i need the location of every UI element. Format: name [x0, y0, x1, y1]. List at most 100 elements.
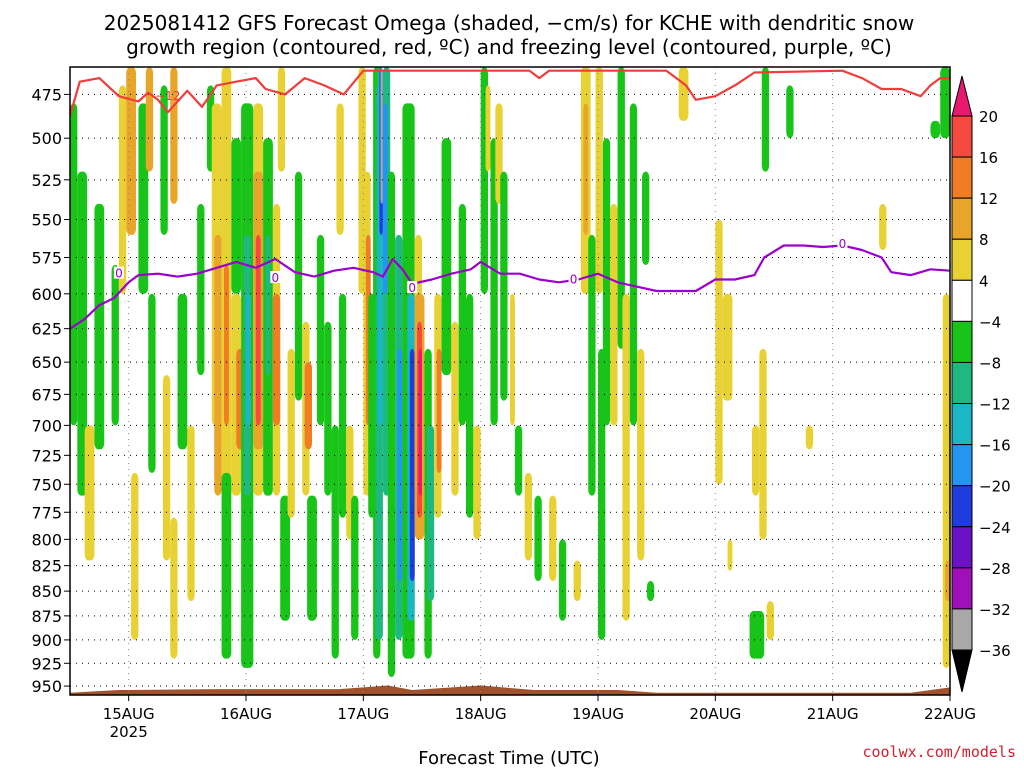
- omega-cell: [583, 103, 589, 235]
- omega-cell: [224, 264, 229, 426]
- y-tick-label: 675: [31, 385, 62, 404]
- omega-cell: [473, 425, 481, 540]
- omega-cell: [148, 293, 156, 473]
- colorbar-label: −8: [979, 354, 1001, 372]
- omega-cell: [761, 67, 770, 172]
- freezing-contour-label: 0: [570, 272, 578, 286]
- colorbar-segment: [951, 608, 973, 651]
- omega-cell: [162, 375, 171, 561]
- y-tick-label: 750: [31, 475, 62, 494]
- freezing-label-bg: [113, 266, 124, 279]
- y-tick-label: 850: [31, 582, 62, 601]
- omega-cell: [145, 67, 154, 172]
- omega-cell: [549, 495, 557, 582]
- y-tick-label: 775: [31, 503, 62, 522]
- colorbar-label: 16: [979, 149, 998, 167]
- omega-cell: [131, 472, 139, 640]
- omega-cell: [324, 321, 332, 496]
- chart-title-line2: growth region (contoured, red, ºC) and f…: [126, 35, 892, 59]
- x-tick-sublabel: 2025: [110, 723, 148, 741]
- omega-cell: [265, 234, 271, 376]
- omega-cell: [610, 203, 618, 426]
- omega-cell: [749, 610, 765, 659]
- y-tick-label: 950: [31, 677, 62, 696]
- y-tick-label: 925: [31, 654, 62, 673]
- colorbar-segment: [951, 197, 973, 240]
- omega-cell: [338, 293, 347, 518]
- omega-cell: [485, 85, 491, 172]
- omega-cell: [280, 495, 290, 621]
- plot-frame: [69, 66, 951, 696]
- omega-cell: [426, 425, 435, 602]
- omega-cell: [382, 103, 388, 294]
- colorbar-label: 20: [979, 108, 998, 126]
- omega-cell: [930, 120, 941, 139]
- y-axis-ticks: 475 500 525 550 575 600 625 650 675 700 725 750 775 8…: [31, 85, 70, 696]
- colorbar-label: −28: [979, 560, 1011, 578]
- y-tick-label: 900: [31, 631, 62, 650]
- colorbar-segment: [951, 444, 973, 487]
- omega-cell: [558, 539, 567, 621]
- omega-cell: [380, 67, 383, 204]
- omega-cell: [277, 67, 286, 172]
- omega-cell: [294, 171, 303, 401]
- colorbar-segment: [951, 320, 973, 363]
- omega-cell: [441, 138, 452, 376]
- omega-cell: [940, 67, 950, 139]
- y-tick-label: 625: [31, 320, 62, 339]
- y-tick-label: 475: [31, 85, 62, 104]
- colorbar-label: −12: [979, 396, 1011, 414]
- colorbar-label: −36: [979, 642, 1011, 660]
- omega-shading: [70, 67, 950, 678]
- y-tick-label: 525: [31, 171, 62, 190]
- omega-cell: [397, 348, 403, 582]
- omega-cell: [500, 171, 508, 401]
- colorbar-label: −16: [979, 437, 1011, 455]
- freezing-label-bg: [837, 237, 848, 250]
- omega-cell: [304, 362, 312, 450]
- omega-cell: [351, 495, 359, 640]
- omega-cell: [573, 560, 581, 602]
- x-tick-label: 19AUG: [572, 705, 624, 723]
- omega-cell: [418, 348, 422, 496]
- dgz-contour-label: −12: [155, 89, 180, 103]
- freezing-contour-label: 0: [839, 237, 847, 251]
- omega-cell: [458, 203, 466, 426]
- omega-cell: [617, 67, 625, 349]
- omega-cell: [316, 234, 325, 426]
- credit-text: coolwx.com/models: [862, 743, 1016, 761]
- freezing-label-bg: [407, 281, 418, 294]
- colorbar-segment: [951, 485, 973, 528]
- omega-cell: [805, 425, 814, 450]
- colorbar-segment: [951, 238, 973, 281]
- omega-cell: [678, 67, 689, 121]
- freezing-contour-label: 0: [408, 281, 416, 295]
- freezing-label-bg: [270, 271, 281, 284]
- colorbar-label: −32: [979, 601, 1011, 619]
- omega-cell: [246, 293, 251, 426]
- omega-cell: [534, 495, 542, 582]
- x-tick-label: 16AUG: [220, 705, 272, 723]
- omega-cell: [510, 293, 515, 426]
- omega-cell: [588, 234, 596, 496]
- ground-surface: [70, 685, 950, 695]
- ground-fill: [70, 685, 950, 695]
- omega-cell: [715, 219, 723, 485]
- freezing-contour-label: 0: [272, 271, 280, 285]
- omega-cell: [786, 85, 794, 139]
- contour-lines: −12 0 0 0 0 0: [70, 69, 950, 330]
- omega-cell: [514, 425, 523, 496]
- omega-cell: [94, 203, 105, 450]
- omega-cell: [170, 517, 178, 659]
- omega-cell: [387, 171, 396, 678]
- x-tick-label: 20AUG: [689, 705, 741, 723]
- omega-cell: [336, 103, 344, 235]
- y-tick-label: 600: [31, 285, 62, 304]
- y-tick-label: 500: [31, 129, 62, 148]
- y-tick-label: 875: [31, 607, 62, 626]
- colorbar: 20 16 12 8 4 −4 −8 −12 −16 −20 −24 −28 −32 −36: [951, 75, 1011, 693]
- y-tick-label: 725: [31, 446, 62, 465]
- colorbar-segment: [951, 156, 973, 199]
- chart-title-line1: 2025081412 GFS Forecast Omega (shaded, −…: [104, 11, 915, 35]
- x-tick-label: 18AUG: [455, 705, 507, 723]
